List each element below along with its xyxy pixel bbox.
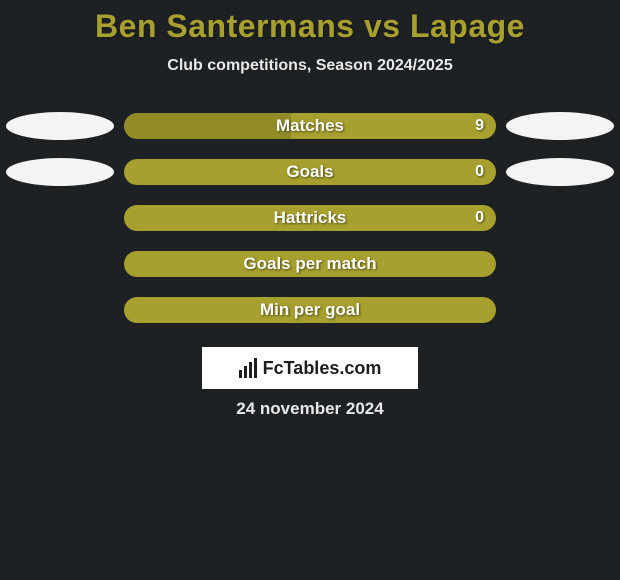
stat-row: Goals0 [0,149,620,195]
stat-bar: Hattricks0 [124,205,496,231]
bar-logo-icon [239,358,257,378]
player-right-placeholder [506,158,614,186]
stat-label: Goals per match [124,254,496,274]
brand-badge: FcTables.com [202,347,418,389]
player-right-slot [500,158,620,186]
player-left-slot [0,158,120,186]
stat-label: Goals [124,162,496,182]
stat-row: Matches9 [0,103,620,149]
stat-row: Min per goal [0,287,620,333]
player-left-placeholder [6,158,114,186]
stat-label: Min per goal [124,300,496,320]
stats-list: Matches9Goals0Hattricks0Goals per matchM… [0,103,620,333]
stat-bar: Min per goal [124,297,496,323]
brand-text: FcTables.com [263,358,382,379]
stat-bar: Goals0 [124,159,496,185]
stat-value-right: 9 [475,117,484,135]
stat-row: Hattricks0 [0,195,620,241]
stat-row: Goals per match [0,241,620,287]
page-subtitle: Club competitions, Season 2024/2025 [0,57,620,75]
comparison-card: Ben Santermans vs Lapage Club competitio… [0,0,620,580]
stat-label: Matches [124,116,496,136]
player-left-placeholder [6,112,114,140]
player-left-slot [0,112,120,140]
stat-value-right: 0 [475,209,484,227]
player-right-placeholder [506,112,614,140]
stat-value-right: 0 [475,163,484,181]
stat-bar: Matches9 [124,113,496,139]
stat-bar: Goals per match [124,251,496,277]
page-title: Ben Santermans vs Lapage [0,8,620,45]
player-right-slot [500,112,620,140]
date-text: 24 november 2024 [0,399,620,419]
stat-label: Hattricks [124,208,496,228]
